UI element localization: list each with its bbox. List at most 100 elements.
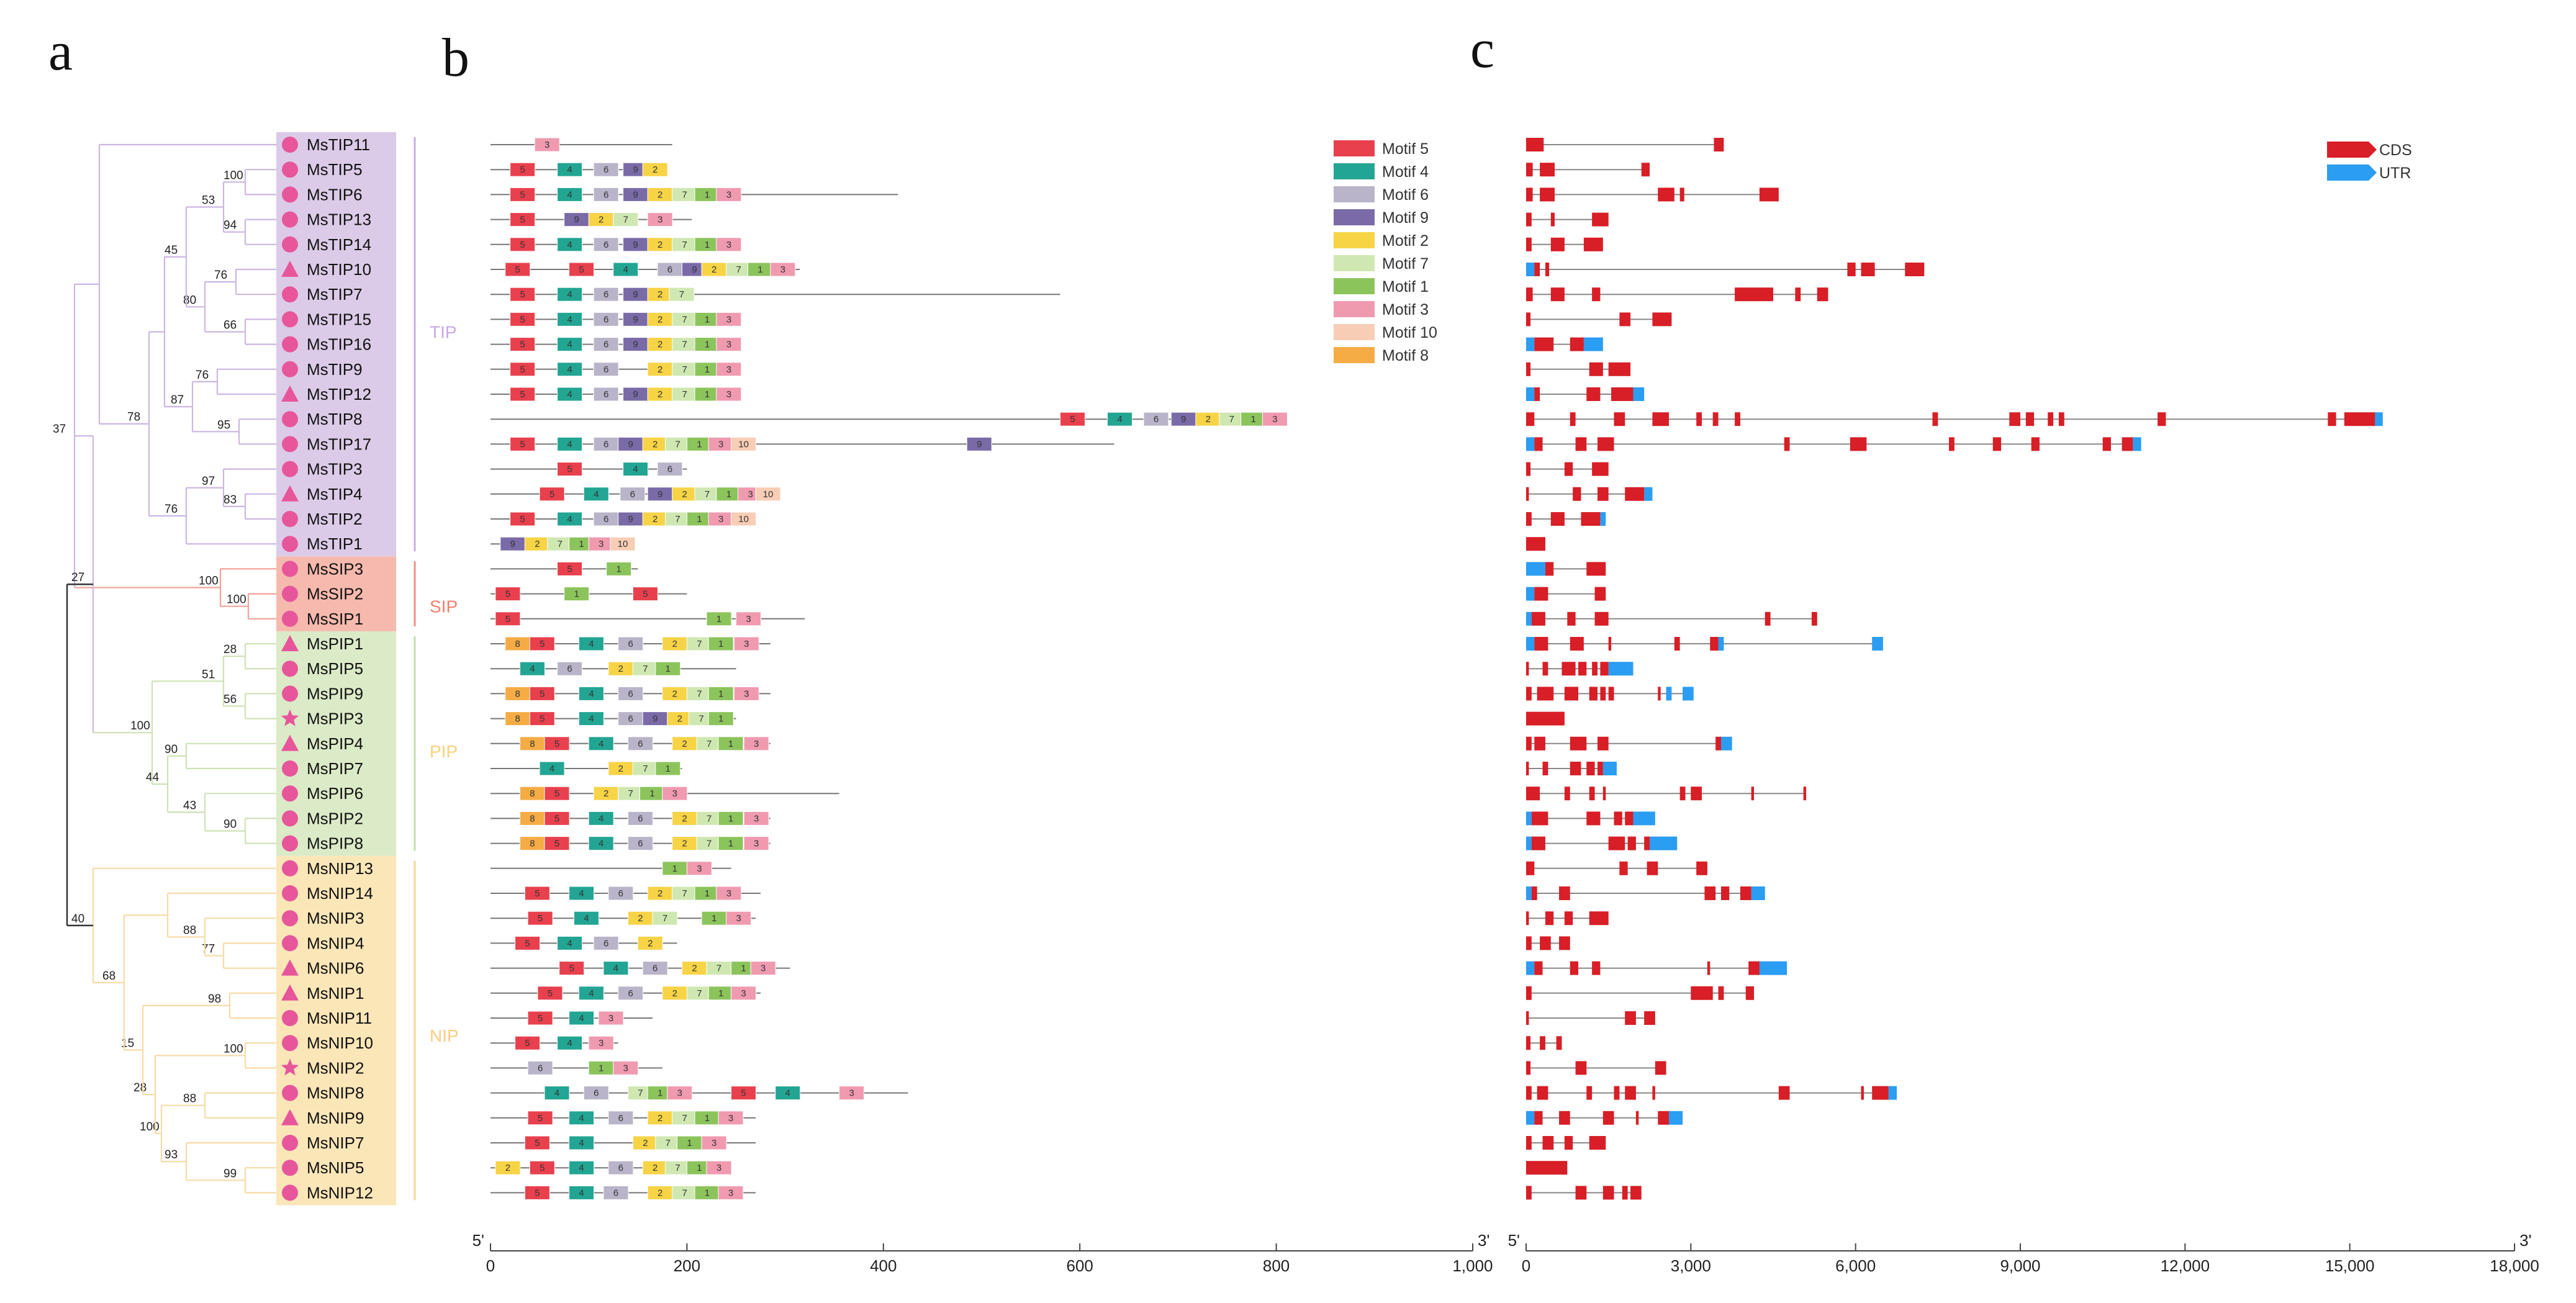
cds-block [1932, 412, 1938, 426]
motif-number: 1 [599, 1063, 603, 1073]
motif-number: 1 [726, 489, 731, 500]
motif-box-5 [510, 387, 536, 402]
cds-block [2355, 412, 2375, 426]
cds-block [1784, 437, 1790, 451]
cds-block [1586, 562, 1606, 576]
motif-number: 2 [658, 340, 662, 350]
cds-block [2158, 412, 2166, 426]
utr-block [1526, 836, 1532, 850]
motif-number: 2 [682, 813, 687, 824]
cds-block [1573, 487, 1581, 501]
motif-box-3 [662, 786, 688, 801]
motif-number: 5 [525, 938, 530, 949]
cds-block [1720, 886, 1730, 900]
cds-block [1526, 1186, 1532, 1200]
motif-number: 4 [623, 264, 628, 275]
gene-label: MsTIP3 [307, 460, 363, 479]
cds-block [1526, 662, 1529, 676]
cds-block [1564, 687, 1579, 701]
panel-label-c: c [1470, 19, 1494, 79]
cds-block [1526, 1036, 1531, 1050]
motif-box-6 [627, 811, 653, 826]
motif-number: 3 [728, 1188, 733, 1198]
cds-block [1540, 1036, 1545, 1050]
cds-block [1526, 537, 1545, 551]
motif-number: 3 [726, 189, 731, 200]
panel-label-a: a [48, 22, 73, 82]
cds-block [1570, 762, 1581, 775]
triangle-marker-icon [281, 1109, 299, 1125]
gene-label: MsTIP16 [307, 335, 371, 354]
cds-block [1647, 861, 1658, 875]
utr-block [1872, 637, 1883, 651]
motif-number: 7 [682, 240, 687, 250]
gene-label: MsPIP9 [307, 684, 363, 703]
cds-block [1526, 986, 1532, 1000]
motif-number: 5 [505, 589, 510, 600]
gene-label: MsSIP3 [307, 559, 363, 578]
gene-axis-tick-label: 0 [1522, 1256, 1530, 1275]
gene-label: MsTIP9 [307, 360, 363, 379]
motif-number: 7 [638, 1088, 643, 1099]
motif-number: 4 [567, 938, 572, 949]
protein-axis-tick-label: 800 [1263, 1256, 1290, 1275]
motif-number: 5 [540, 639, 545, 649]
cds-block [1586, 811, 1601, 826]
cds-block [1526, 1061, 1531, 1075]
motif-number: 3 [672, 788, 677, 799]
motif-number: 9 [628, 439, 633, 449]
cds-block [1597, 736, 1609, 751]
circle-marker-icon [282, 236, 298, 253]
motif-number: 8 [515, 639, 520, 649]
motif-box-3 [534, 137, 560, 152]
gene-label: MsNIP12 [307, 1183, 373, 1202]
gene-label: MsTIP5 [307, 160, 363, 179]
motif-box-3 [743, 836, 769, 851]
utr-block [2133, 437, 2141, 451]
cds-block [1526, 512, 1532, 526]
motif-box-3 [667, 1086, 693, 1101]
cds-block [1592, 287, 1601, 302]
motif-box-1 [708, 686, 734, 701]
triangle-marker-icon [281, 734, 299, 751]
cds-block [1740, 886, 1751, 900]
cds-block [1589, 362, 1603, 376]
motif-box-5 [559, 961, 585, 976]
motif-box-6 [642, 961, 668, 976]
cds-block [1531, 611, 1545, 626]
motif-box-4 [557, 287, 583, 302]
motif-number: 2 [692, 963, 697, 974]
utr-block [1602, 762, 1617, 775]
cds-block [1655, 1061, 1666, 1075]
cds-block [1625, 811, 1634, 826]
cds-block [1589, 911, 1609, 926]
cds-block [1559, 936, 1570, 950]
cds-block [1526, 412, 1535, 426]
motif-number: 1 [716, 614, 721, 624]
motif-box-4 [557, 187, 583, 202]
motif-number: 9 [1181, 414, 1186, 425]
motif-number: 7 [628, 788, 633, 799]
motif-number: 4 [579, 1138, 584, 1148]
motif-box-2 [637, 936, 663, 950]
cds-block [1803, 787, 1807, 801]
motif-number: 5 [540, 688, 545, 699]
legend-label-motif: Motif 1 [1382, 278, 1429, 295]
motif-box-3 [750, 961, 776, 976]
motif-number: 2 [658, 364, 662, 375]
cds-block [1635, 1111, 1639, 1125]
motif-number: 7 [707, 739, 712, 749]
motif-box-5 [731, 1086, 757, 1101]
gene-axis-tick-label: 12,000 [2161, 1256, 2210, 1275]
motif-number: 1 [705, 389, 710, 400]
motif-number: 7 [707, 839, 712, 849]
motif-number: 1 [579, 539, 584, 549]
motif-box-5 [515, 1035, 541, 1050]
utr-block [1650, 836, 1678, 850]
bootstrap-value: 88 [183, 924, 196, 937]
motif-number: 4 [589, 639, 594, 649]
motif-number: 5 [567, 564, 572, 574]
cds-block [1735, 287, 1773, 302]
legend-label-motif: Motif 5 [1382, 140, 1429, 158]
motif-number: 3 [726, 389, 731, 400]
